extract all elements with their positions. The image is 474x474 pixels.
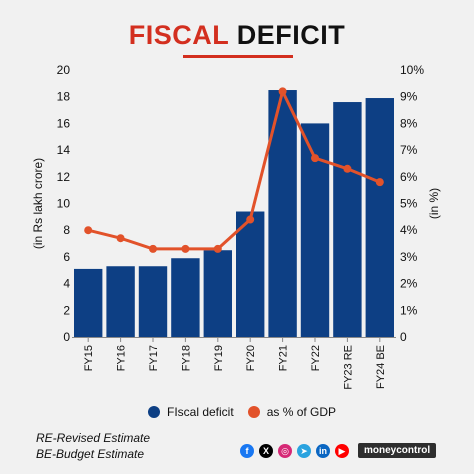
- title-underline: [183, 55, 293, 58]
- bar: [365, 98, 394, 337]
- x-tick-label: FY23 RE: [342, 345, 354, 390]
- right-tick-label: 9%: [400, 90, 418, 104]
- bar: [74, 268, 103, 337]
- left-tick-label: 2: [63, 303, 70, 317]
- right-tick-label: 7%: [400, 143, 418, 157]
- left-tick-label: 18: [57, 90, 71, 104]
- x-tick-label: FY18: [180, 345, 192, 371]
- gdp-point: [375, 178, 384, 187]
- x-tick-label: FY21: [278, 345, 290, 371]
- x-tick-label: FY15: [83, 345, 95, 371]
- legend-bar-label: FIscal deficit: [167, 405, 234, 419]
- left-tick-label: 10: [57, 197, 71, 211]
- gdp-point: [116, 234, 125, 243]
- gdp-point: [181, 244, 190, 253]
- x-tick-label: FY19: [213, 345, 225, 371]
- right-tick-label: 3%: [400, 250, 418, 264]
- right-tick-label: 10%: [400, 63, 424, 77]
- facebook-icon[interactable]: f: [240, 443, 254, 458]
- gdp-point: [343, 164, 352, 173]
- left-tick-label: 14: [57, 143, 71, 157]
- x-tick-label: FY22: [310, 345, 322, 371]
- left-tick-label: 4: [63, 277, 70, 291]
- legend-item-line: as % of GDP: [247, 405, 337, 419]
- bar: [106, 266, 135, 337]
- right-tick-label: 0: [400, 330, 407, 344]
- note-budget: BE-Budget Estimate: [36, 447, 145, 461]
- legend-line-swatch: [247, 406, 260, 418]
- left-tick-label: 0: [63, 330, 70, 344]
- chart-title: FISCAL DEFICIT: [0, 20, 474, 51]
- instagram-icon[interactable]: ◎: [278, 443, 292, 458]
- bar: [171, 258, 200, 337]
- left-tick-label: 20: [57, 63, 71, 77]
- linkedin-icon[interactable]: in: [316, 443, 330, 458]
- gdp-line: [87, 89, 381, 251]
- left-tick-label: 16: [57, 116, 71, 130]
- bar: [203, 250, 232, 337]
- notes: RE-Revised Estimate BE-Budget Estimate: [36, 430, 150, 462]
- gdp-point: [84, 226, 93, 235]
- left-tick-label: 12: [57, 170, 71, 184]
- gdp-point: [246, 215, 255, 224]
- x-tick-label: FY20: [245, 345, 257, 371]
- title-part2: DEFICIT: [236, 20, 346, 50]
- bar: [236, 211, 265, 337]
- right-tick-label: 1%: [400, 303, 418, 317]
- gdp-point: [278, 87, 287, 96]
- left-axis-title: (in Rs lakh crore): [31, 158, 45, 249]
- brand-logo: moneycontrol: [358, 443, 437, 458]
- legend-item-bar: FIscal deficit: [148, 405, 234, 419]
- x-tick-label: FY24 BE: [375, 345, 387, 389]
- right-tick-label: 4%: [400, 223, 418, 237]
- right-tick-label: 2%: [400, 277, 418, 291]
- x-tick-label: FY16: [116, 345, 128, 371]
- gdp-point: [311, 154, 319, 163]
- x-tick-label: FY17: [148, 345, 160, 371]
- gdp-point: [149, 244, 157, 253]
- x-icon[interactable]: X: [259, 443, 273, 458]
- note-revised: RE-Revised Estimate: [36, 431, 151, 445]
- social-bar: f X ◎ ➤ in ▶ moneycontrol: [240, 443, 437, 458]
- right-tick-label: 6%: [400, 170, 418, 184]
- legend-line-label: as % of GDP: [266, 405, 337, 419]
- telegram-icon[interactable]: ➤: [297, 443, 311, 458]
- gdp-point: [213, 244, 222, 253]
- legend-bar-swatch: [148, 406, 160, 418]
- right-tick-label: 8%: [400, 116, 418, 130]
- youtube-icon[interactable]: ▶: [335, 443, 349, 458]
- legend: FIscal deficit as % of GDP: [148, 405, 350, 419]
- title-part1: FISCAL: [128, 20, 229, 50]
- right-axis-title: (in %): [427, 188, 441, 219]
- bar: [138, 266, 168, 337]
- right-tick-label: 5%: [400, 197, 418, 211]
- bar: [333, 102, 362, 337]
- left-tick-label: 8: [63, 223, 70, 237]
- left-tick-label: 6: [63, 250, 70, 264]
